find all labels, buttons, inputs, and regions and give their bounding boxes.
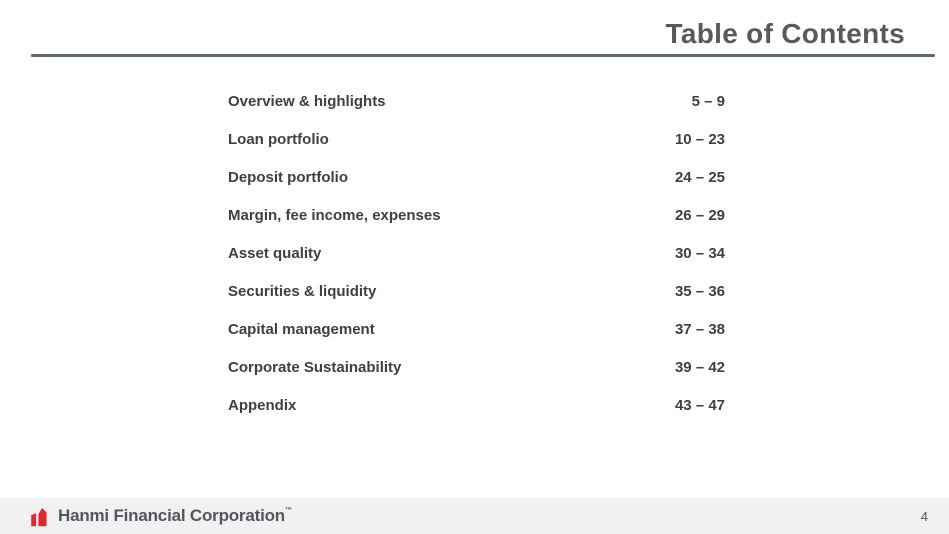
toc-row: Deposit portfolio 24 – 25	[228, 158, 725, 196]
toc-item-label: Asset quality	[228, 244, 322, 262]
toc-row: Securities & liquidity 35 – 36	[228, 272, 725, 310]
toc-item-pages: 24 – 25	[674, 168, 725, 186]
toc-item-pages: 10 – 23	[674, 130, 725, 148]
title-divider	[31, 54, 935, 57]
toc-item-label: Deposit portfolio	[228, 168, 348, 186]
toc-row: Appendix 43 – 47	[228, 386, 725, 424]
toc-item-pages: 43 – 47	[674, 396, 725, 414]
toc-row: Capital management 37 – 38	[228, 310, 725, 348]
toc-item-pages: 5 – 9	[691, 92, 725, 110]
trademark-symbol: ™	[284, 507, 292, 514]
toc-item-label: Appendix	[228, 396, 297, 414]
toc-item-pages: 26 – 29	[674, 206, 725, 224]
toc-item-label: Loan portfolio	[228, 130, 329, 148]
toc-item-label: Securities & liquidity	[228, 282, 377, 300]
toc-row: Overview & highlights 5 – 9	[228, 82, 725, 120]
toc-item-pages: 39 – 42	[674, 358, 725, 376]
toc-row: Asset quality 30 – 34	[228, 234, 725, 272]
toc-item-label: Capital management	[228, 320, 375, 338]
toc-row: Margin, fee income, expenses 26 – 29	[228, 196, 725, 234]
toc-row: Corporate Sustainability 39 – 42	[228, 348, 725, 386]
footer-company-name: Hanmi Financial Corporation™	[58, 506, 292, 525]
toc-item-pages: 30 – 34	[674, 244, 725, 262]
toc-item-pages: 37 – 38	[674, 320, 725, 338]
toc-item-label: Margin, fee income, expenses	[228, 206, 441, 224]
toc-item-pages: 35 – 36	[674, 282, 725, 300]
toc-item-label: Corporate Sustainability	[228, 358, 402, 376]
hanmi-logo-icon	[31, 507, 47, 526]
toc-list: Overview & highlights 5 – 9 Loan portfolio…	[228, 82, 725, 424]
toc-item-label: Overview & highlights	[228, 92, 386, 110]
page-number: 4	[920, 508, 928, 524]
footer-bar: Hanmi Financial Corporation™ 4	[0, 498, 949, 534]
page-title: Table of Contents	[665, 18, 905, 49]
toc-row: Loan portfolio 10 – 23	[228, 120, 725, 158]
